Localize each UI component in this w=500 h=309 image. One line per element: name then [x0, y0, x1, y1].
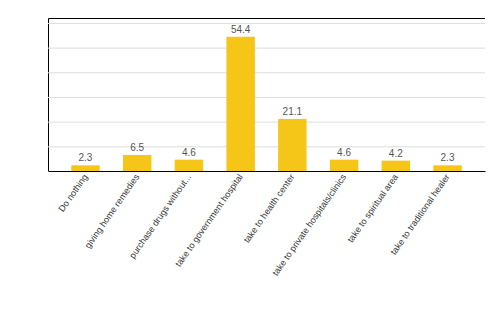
data-label: 4.2 — [389, 148, 403, 159]
tick-label: take to government hospital — [173, 172, 245, 268]
axis-line — [49, 19, 486, 172]
tick — [48, 48, 485, 49]
data-label: 2.3 — [79, 152, 93, 163]
tick — [48, 122, 485, 123]
bar — [330, 160, 358, 171]
grid-line — [48, 171, 485, 172]
grid-line — [48, 146, 485, 147]
x-axis: Do nothinggiving home remediespurchase d… — [49, 171, 486, 278]
y-axis — [48, 19, 485, 172]
tick-label: take to traditional healer — [388, 172, 451, 256]
grid-line — [48, 97, 485, 98]
data-label: 4.6 — [182, 147, 196, 158]
bar — [71, 165, 99, 171]
chart: Do nothinggiving home remediespurchase d… — [0, 0, 500, 309]
tick-label: giving home remedies — [83, 172, 142, 250]
bar — [433, 165, 461, 171]
bar — [123, 155, 151, 171]
tick: giving home remedies — [83, 171, 142, 250]
tick-label: take to private hospitals/clinics — [270, 172, 348, 278]
tick: take to private hospitals/clinics — [270, 171, 348, 278]
bars — [71, 37, 461, 171]
tick: take to spiritual area — [345, 171, 400, 244]
grid-line — [48, 23, 485, 24]
data-label: 2.3 — [441, 152, 455, 163]
data-label: 4.6 — [337, 147, 351, 158]
tick — [48, 97, 485, 98]
axis-line — [49, 171, 486, 172]
data-label: 54.4 — [231, 24, 251, 35]
bar — [382, 161, 410, 171]
tick: take to government hospital — [173, 171, 245, 269]
bar — [226, 37, 254, 171]
tick — [48, 72, 485, 73]
tick: Do nothing — [57, 171, 90, 214]
bar — [175, 160, 203, 171]
tick: take to health center — [242, 171, 297, 245]
plot: Do nothinggiving home remediespurchase d… — [48, 19, 486, 278]
tick — [48, 146, 485, 147]
tick-label: take to spiritual area — [345, 172, 400, 244]
tick — [48, 171, 485, 172]
tick-label: Do nothing — [57, 172, 90, 213]
data-label: 21.1 — [283, 106, 303, 117]
bar — [278, 119, 306, 171]
tick: take to traditional healer — [388, 171, 451, 257]
data-label: 6.5 — [130, 142, 144, 153]
data-labels: 2.3 6.5 4.6 54.4 21.1 4.6 4.2 2.3 — [79, 24, 455, 164]
grid-line — [48, 48, 485, 49]
tick-label: take to health center — [242, 172, 297, 245]
tick — [48, 23, 485, 24]
grid-line — [48, 122, 485, 123]
grid-line — [48, 72, 485, 73]
